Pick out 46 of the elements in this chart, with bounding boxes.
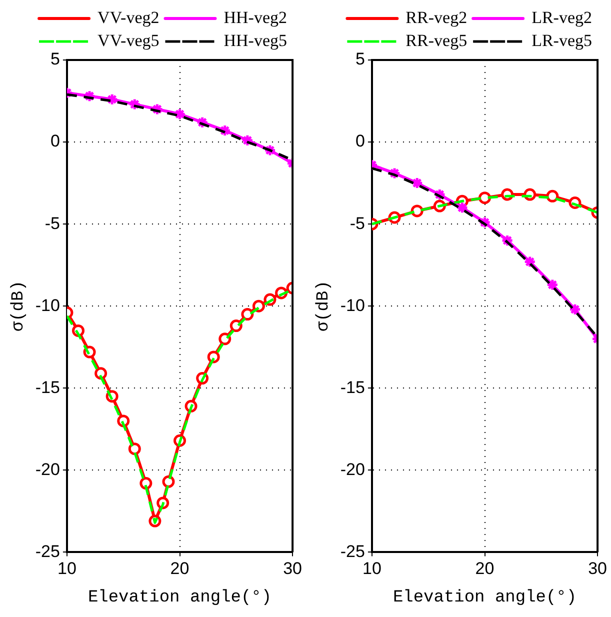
point (568, 303, 582, 316)
legend-label: VV-veg5 (98, 30, 160, 50)
x-tick-label: 20 (170, 559, 190, 578)
y-tick-label: -10 (35, 296, 60, 315)
y-axis-title: σ(dB) (314, 280, 334, 332)
legend-label: LR-veg5 (532, 30, 592, 50)
x-tick-label: 10 (58, 559, 76, 578)
y-axis-title: σ(dB) (10, 280, 29, 332)
point (241, 308, 254, 321)
y-tick-label: -20 (35, 460, 60, 479)
x-axis-title: Elevation angle(°) (392, 588, 577, 608)
y-tick-label: -15 (340, 378, 365, 397)
y-tick-label: -20 (340, 460, 365, 479)
point (410, 176, 424, 190)
x-tick-label: 30 (588, 559, 608, 578)
point (478, 192, 492, 204)
point (230, 320, 242, 332)
x-axis-title: Elevation angle(°) (88, 588, 272, 608)
point (410, 204, 424, 218)
y-tick-label: -10 (340, 296, 365, 315)
y-tick-label: 5 (50, 50, 60, 69)
legend-label: RR-veg2 (406, 8, 468, 27)
point (218, 332, 232, 346)
x-tick-label: 30 (283, 559, 302, 578)
point (546, 278, 559, 292)
legend-label: HH-veg2 (224, 8, 288, 27)
y-tick-label: 0 (356, 132, 365, 151)
x-tick-label: 10 (362, 559, 382, 578)
y-tick-label: -15 (35, 378, 60, 397)
legend-label: VV-veg2 (98, 8, 160, 27)
y-tick-label: 5 (356, 50, 365, 69)
legend-label: LR-veg2 (532, 8, 592, 27)
y-tick-label: -25 (35, 542, 60, 561)
y-tick-label: -5 (350, 214, 365, 233)
y-tick-label: -25 (340, 542, 365, 561)
y-tick-label: 0 (50, 132, 60, 151)
point (524, 256, 536, 268)
point (128, 442, 141, 456)
point (174, 108, 186, 120)
legend-label: RR-veg5 (406, 30, 468, 50)
point (456, 201, 468, 214)
x-tick-label: 20 (475, 559, 494, 578)
legend-label: HH-veg5 (224, 30, 288, 50)
point (162, 475, 175, 488)
y-tick-label: -5 (44, 214, 60, 233)
point (546, 190, 559, 202)
